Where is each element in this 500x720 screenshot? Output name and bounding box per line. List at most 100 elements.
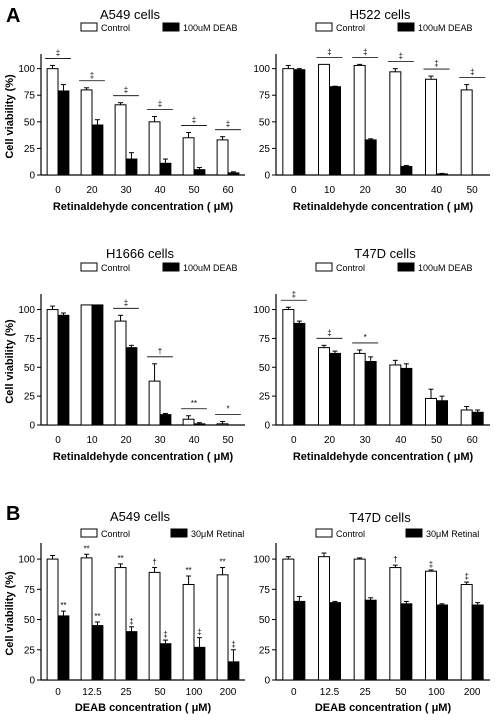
bar	[227, 661, 240, 681]
panel-label-a: A	[6, 5, 20, 27]
bar	[216, 574, 229, 681]
y-axis-label: Cell viability (%)	[4, 571, 16, 656]
x-tick-label: 50	[154, 687, 166, 698]
x-tick-label: 12.5	[82, 687, 102, 698]
legend-swatch	[315, 528, 333, 538]
bar	[80, 304, 93, 426]
bar	[353, 558, 366, 681]
significance-mark: ‡	[363, 47, 367, 56]
y-tick-label: 0	[29, 421, 35, 432]
x-tick-label: 50	[188, 185, 200, 196]
bar	[227, 172, 240, 176]
x-tick-label: 10	[86, 435, 98, 446]
bar	[114, 104, 127, 176]
y-tick-label: 0	[29, 676, 35, 687]
bar	[318, 347, 330, 426]
x-tick-label: 20	[360, 185, 372, 196]
legend-swatch	[397, 22, 415, 32]
legend-swatch	[315, 22, 333, 32]
y-tick-label: 100	[18, 64, 35, 75]
significance-mark: *	[364, 333, 367, 342]
y-tick-label: 25	[24, 144, 36, 155]
bar	[91, 304, 104, 426]
y-tick-label: 100	[18, 305, 35, 316]
x-tick-label: 0	[55, 435, 61, 446]
y-tick-label: 0	[264, 171, 270, 182]
y-tick-label: 75	[24, 585, 36, 596]
significance-mark: †	[158, 347, 162, 356]
bar	[125, 631, 138, 681]
x-tick-label: 50	[467, 185, 479, 196]
bar	[353, 64, 366, 176]
bar	[364, 599, 377, 681]
x-axis-label: Retinaldehyde concentration ( μM)	[53, 201, 234, 213]
bar	[282, 68, 295, 176]
bar	[425, 570, 437, 681]
y-tick-label: 0	[264, 676, 270, 687]
bar	[159, 162, 172, 176]
bar	[400, 367, 413, 426]
x-tick-label: 30	[360, 435, 372, 446]
bar	[193, 646, 206, 681]
legend-label: Control	[336, 529, 365, 539]
y-tick-label: 25	[259, 645, 271, 656]
significance-mark: ‡	[197, 628, 201, 637]
significance-mark: ‡	[470, 68, 474, 77]
x-tick-label: 0	[55, 687, 61, 698]
bar	[125, 158, 138, 176]
bar	[471, 411, 484, 426]
x-axis-label: DEAB concentration ( μM)	[315, 702, 452, 714]
legend-label: Control	[336, 23, 365, 33]
bar	[471, 604, 484, 681]
y-tick-label: 50	[259, 615, 271, 626]
x-axis-label: Retinaldehyde concentration ( μM)	[293, 451, 474, 463]
significance-mark: **	[117, 554, 123, 563]
bar	[46, 309, 59, 426]
x-tick-label: 40	[154, 185, 166, 196]
significance-mark: ‡	[124, 86, 128, 95]
y-tick-label: 100	[253, 64, 270, 75]
bar	[293, 69, 306, 176]
y-tick-label: 0	[29, 171, 35, 182]
x-tick-label: 0	[55, 185, 61, 196]
legend-label: 100uM DEAB	[183, 23, 238, 33]
legend-swatch	[80, 528, 98, 538]
significance-mark: ‡	[429, 560, 433, 569]
legend-label: 30μM Retinal	[191, 529, 244, 539]
bar	[353, 352, 366, 426]
legend-swatch	[170, 528, 188, 538]
bar	[282, 558, 295, 681]
x-tick-label: 25	[120, 687, 132, 698]
x-tick-label: 100	[428, 687, 445, 698]
significance-mark: ‡	[56, 48, 60, 57]
bar	[114, 320, 127, 426]
legend-label: Control	[101, 529, 130, 539]
y-tick-label: 25	[24, 392, 36, 403]
bar	[148, 571, 161, 681]
significance-mark: †	[152, 558, 156, 567]
bar	[329, 86, 341, 176]
legend-label: Control	[336, 263, 365, 273]
significance-mark: **	[185, 566, 191, 575]
bar	[329, 602, 341, 681]
bar	[389, 71, 402, 176]
bar	[282, 309, 295, 426]
y-axis-label: Cell viability (%)	[4, 74, 16, 159]
bar	[364, 139, 377, 176]
x-tick-label: 50	[395, 687, 407, 698]
significance-mark: ‡	[327, 328, 331, 337]
bar	[460, 409, 473, 426]
y-axis-label: Cell viability (%)	[4, 319, 16, 404]
x-tick-label: 200	[464, 687, 481, 698]
x-tick-label: 200	[220, 687, 237, 698]
significance-mark: ‡	[158, 100, 162, 109]
significance-mark: ‡	[124, 298, 128, 307]
x-tick-label: 100	[186, 687, 203, 698]
bar	[436, 400, 448, 426]
panel-label-b: B	[6, 503, 20, 525]
